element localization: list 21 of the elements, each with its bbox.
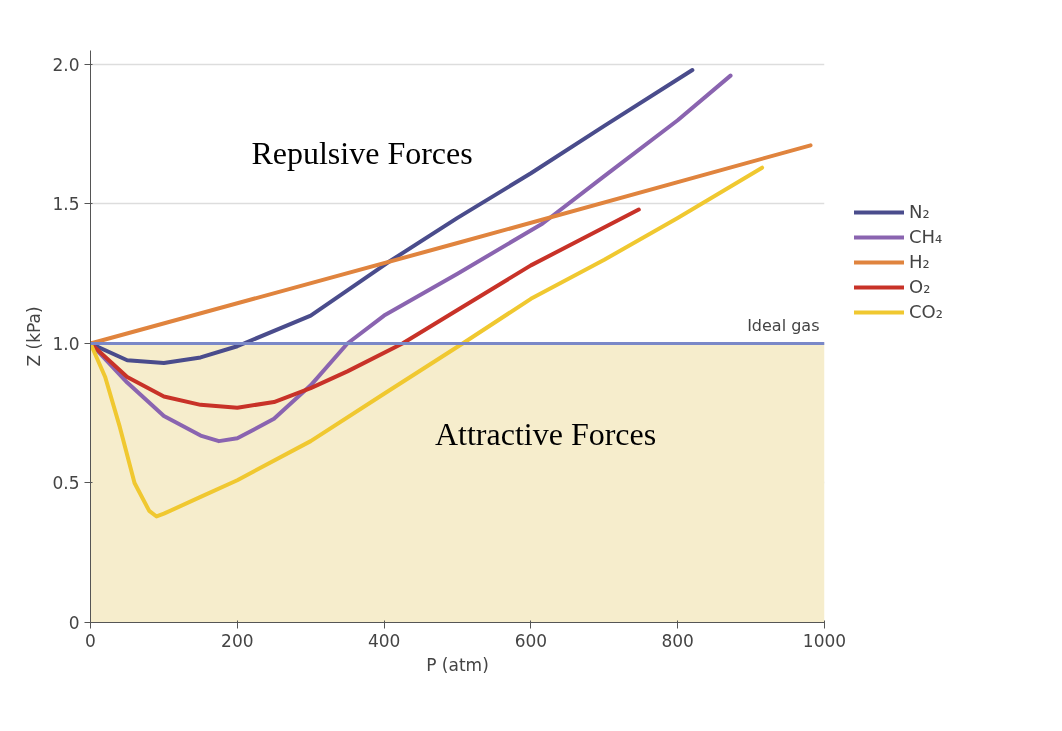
annotation: Repulsive Forces [251, 135, 473, 172]
annotation: Attractive Forces [434, 415, 657, 452]
legend-label: CO₂ [909, 301, 943, 322]
y-axis-title: Z (kPa) [24, 306, 45, 367]
y-tick-label: 1.5 [52, 194, 80, 215]
x-tick-label: 1000 [802, 630, 847, 651]
y-tick-label: 2.0 [52, 54, 80, 75]
legend-label: O₂ [909, 276, 931, 297]
legend-label: CH₄ [909, 226, 943, 247]
y-tick-label: 0 [68, 613, 80, 633]
x-axis-title: P (atm) [426, 654, 489, 675]
x-tick-label: 200 [221, 630, 254, 651]
y-tick-label: 0.5 [52, 473, 80, 494]
legend-label: H₂ [909, 251, 930, 272]
legend-label: N₂ [909, 201, 930, 222]
ref-line-label: Ideal gas [747, 316, 820, 336]
x-tick-label: 0 [85, 630, 96, 651]
x-tick-label: 600 [514, 630, 548, 651]
y-tick-label: 1.0 [52, 333, 80, 354]
x-tick-label: 400 [367, 630, 401, 651]
x-tick-label: 800 [661, 630, 694, 651]
